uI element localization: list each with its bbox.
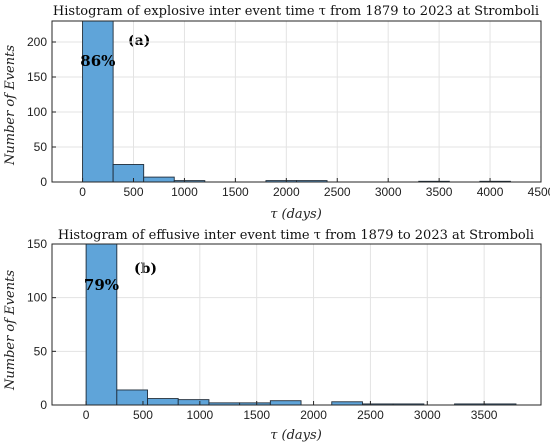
x-tick-label: 0 — [79, 185, 86, 199]
x-tick-label: 500 — [133, 408, 153, 422]
x-tick-label: 1000 — [186, 408, 213, 422]
plot-frame — [51, 20, 542, 183]
histogram-bar — [82, 20, 114, 183]
x-tick-label: 2500 — [357, 408, 384, 422]
histogram-bar — [269, 400, 302, 406]
percentage-label: 79% — [84, 276, 119, 294]
y-tick-label: 100 — [27, 105, 47, 119]
x-tick-label: 3500 — [426, 185, 453, 199]
percentage-label: 86% — [80, 52, 115, 70]
y-tick-label: 0 — [40, 398, 47, 412]
x-tick-label: 4000 — [477, 185, 504, 199]
chart-title: Histogram of effusive inter event time τ… — [58, 228, 534, 243]
histogram-bar — [143, 176, 175, 183]
x-tick-label: 0 — [83, 408, 90, 422]
histogram-bar — [85, 243, 118, 406]
y-tick-label: 150 — [27, 237, 47, 251]
x-tick-label: 2000 — [273, 185, 300, 199]
x-tick-label: 1500 — [222, 185, 249, 199]
panel-label: (a) — [128, 33, 150, 49]
y-tick-label: 0 — [40, 175, 47, 189]
effusive-histogram-panel: Histogram of effusive inter event time τ… — [3, 228, 542, 443]
y-tick-label: 50 — [34, 344, 48, 358]
y-tick-label: 50 — [34, 140, 48, 154]
explosive-histogram-panel: Histogram of explosive inter event time … — [3, 4, 550, 222]
histogram-bar — [177, 399, 210, 406]
x-tick-label: 2000 — [300, 408, 327, 422]
plot-frame — [51, 243, 542, 406]
y-tick-label: 150 — [27, 70, 47, 84]
x-tick-label: 3000 — [414, 408, 441, 422]
y-tick-label: 100 — [27, 291, 47, 305]
bars — [82, 20, 511, 183]
x-tick-label: 3500 — [471, 408, 498, 422]
bars — [85, 243, 517, 406]
x-tick-label: 1000 — [171, 185, 198, 199]
ticks: 0 500 1000 1500 2000 2500 3000 3500 0 50 100 150 — [27, 237, 498, 422]
y-axis-label: Number of Events — [3, 270, 18, 391]
x-tick-label: 2500 — [324, 185, 351, 199]
x-tick-label: 1500 — [243, 408, 270, 422]
x-axis-label: τ (days) — [270, 207, 322, 222]
histogram-bar — [112, 164, 145, 183]
x-tick-label: 500 — [123, 185, 143, 199]
y-axis-label: Number of Events — [3, 45, 18, 166]
x-axis-label: τ (days) — [270, 428, 322, 443]
grid — [52, 21, 542, 183]
x-tick-label: 3000 — [375, 185, 402, 199]
histogram-bar — [147, 398, 179, 406]
y-tick-label: 200 — [27, 35, 47, 49]
grid — [52, 243, 541, 406]
chart-title: Histogram of explosive inter event time … — [53, 4, 539, 19]
panel-label: (b) — [134, 261, 157, 277]
